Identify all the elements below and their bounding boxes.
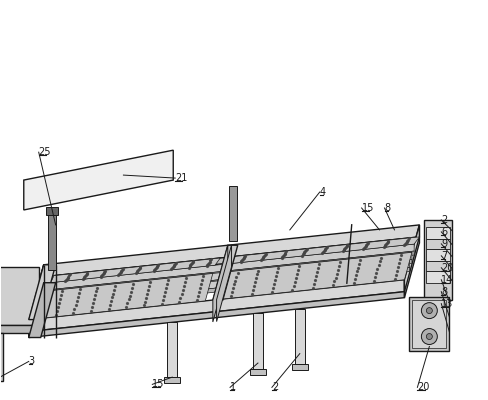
Polygon shape xyxy=(221,252,412,299)
Polygon shape xyxy=(292,364,308,370)
Polygon shape xyxy=(29,274,213,320)
Text: 20: 20 xyxy=(441,263,454,273)
Polygon shape xyxy=(405,225,419,292)
Circle shape xyxy=(421,303,437,318)
Circle shape xyxy=(427,334,432,340)
Polygon shape xyxy=(36,259,412,303)
Text: 20: 20 xyxy=(417,382,430,392)
Polygon shape xyxy=(0,267,39,324)
Polygon shape xyxy=(167,322,177,377)
Text: 7: 7 xyxy=(441,251,447,261)
Polygon shape xyxy=(253,313,263,370)
Polygon shape xyxy=(29,265,44,338)
Polygon shape xyxy=(29,292,405,338)
Polygon shape xyxy=(427,227,450,239)
Text: 14: 14 xyxy=(441,275,453,285)
Polygon shape xyxy=(427,249,450,261)
Polygon shape xyxy=(29,265,56,320)
Polygon shape xyxy=(230,237,419,264)
Polygon shape xyxy=(39,258,220,284)
Polygon shape xyxy=(250,370,266,375)
Polygon shape xyxy=(0,332,3,381)
Polygon shape xyxy=(46,207,58,215)
Polygon shape xyxy=(44,225,419,277)
Text: 8: 8 xyxy=(385,203,390,213)
Text: 1: 1 xyxy=(230,382,236,392)
Text: 8: 8 xyxy=(441,287,447,297)
Polygon shape xyxy=(427,261,450,271)
Text: 9: 9 xyxy=(441,239,447,249)
Polygon shape xyxy=(24,150,173,210)
Polygon shape xyxy=(295,309,305,364)
Polygon shape xyxy=(29,283,56,338)
Polygon shape xyxy=(409,297,449,352)
Polygon shape xyxy=(427,239,450,249)
Text: 2: 2 xyxy=(272,382,278,392)
Polygon shape xyxy=(44,237,419,283)
Polygon shape xyxy=(29,280,405,332)
Polygon shape xyxy=(48,215,56,270)
Text: 15: 15 xyxy=(152,379,164,389)
Text: 3: 3 xyxy=(29,356,35,366)
Polygon shape xyxy=(229,186,237,241)
Polygon shape xyxy=(34,268,409,311)
Polygon shape xyxy=(0,324,39,332)
Text: 25: 25 xyxy=(39,147,51,157)
Polygon shape xyxy=(36,252,412,299)
Text: 2: 2 xyxy=(441,215,447,225)
Polygon shape xyxy=(29,265,44,332)
Polygon shape xyxy=(39,244,414,291)
Circle shape xyxy=(421,328,437,344)
Polygon shape xyxy=(412,300,447,348)
Polygon shape xyxy=(213,245,238,300)
Text: 15: 15 xyxy=(362,203,374,213)
Text: 13: 13 xyxy=(441,299,453,309)
Polygon shape xyxy=(39,251,414,295)
Polygon shape xyxy=(34,260,409,307)
Polygon shape xyxy=(164,377,180,383)
Text: 21: 21 xyxy=(175,173,187,183)
Polygon shape xyxy=(217,245,231,322)
Circle shape xyxy=(427,308,432,314)
Text: 4: 4 xyxy=(320,187,326,197)
Polygon shape xyxy=(425,220,452,300)
Polygon shape xyxy=(213,245,228,322)
Text: 6: 6 xyxy=(441,227,447,237)
Polygon shape xyxy=(427,271,450,283)
Polygon shape xyxy=(405,225,419,298)
